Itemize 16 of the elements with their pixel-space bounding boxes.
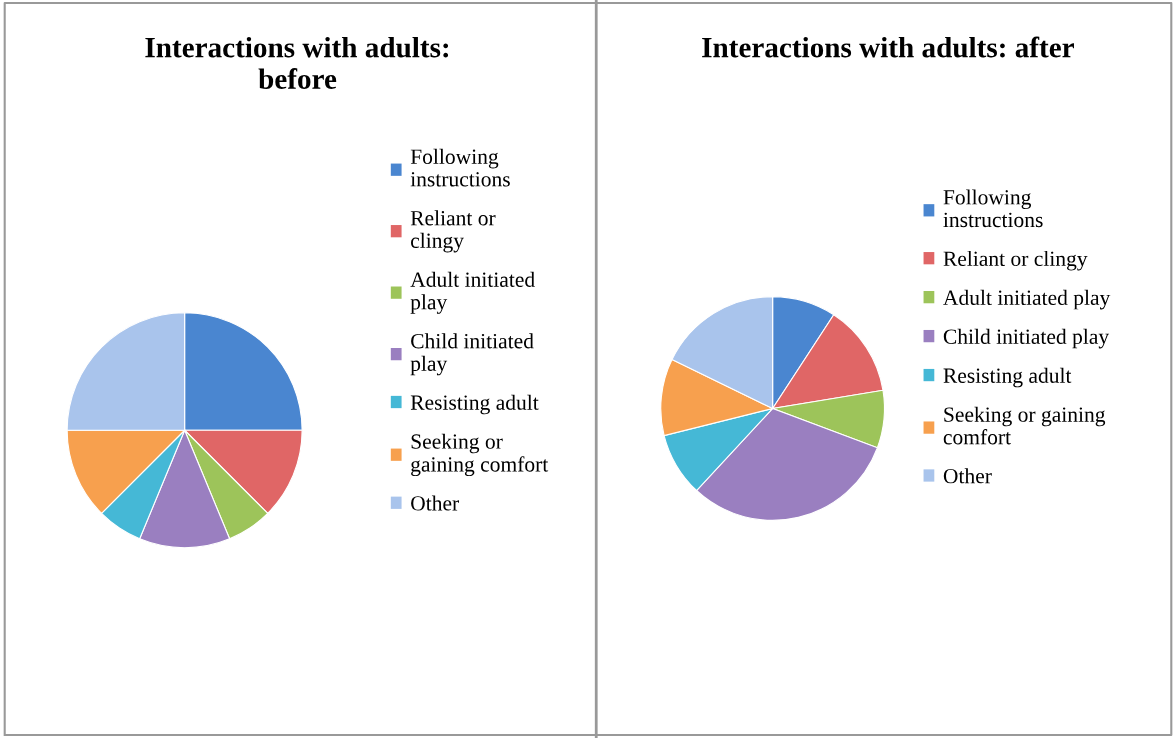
legend-label: Reliant or clingy [943,250,1088,271]
legend-label: Resisting adult [410,394,539,415]
legend-label: Following instructions [410,148,510,187]
legend-label: Adult initiated play [410,271,535,314]
legend-label: Seeking or gaining comfort [411,433,549,477]
legend-label: Seeking or gaining comfort [943,406,1106,445]
legend-label: Following instructions [943,189,1043,228]
legend-label: Other [943,468,992,484]
legend-label: Resisting adult [943,367,1072,388]
legend-label: Reliant or clingy [410,210,496,253]
chart-title: Interactions with adults: after [702,36,1074,58]
legend-label: Adult initiated play [943,289,1111,310]
chart-title: Interactions with adults: before [145,36,449,89]
legend-label: Child initiated play [943,328,1110,349]
legend-label: Other [411,495,460,511]
legend-label: Child initiated play [410,333,534,376]
